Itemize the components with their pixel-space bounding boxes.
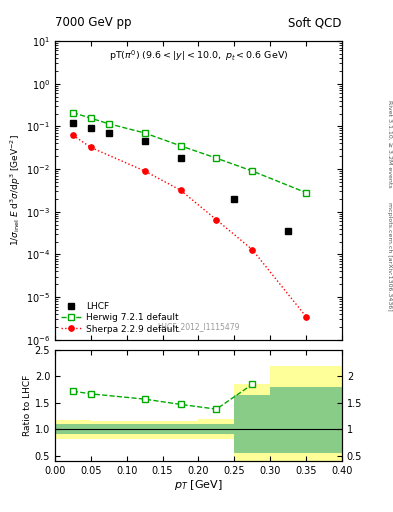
Text: 7000 GeV pp: 7000 GeV pp (55, 16, 132, 29)
Y-axis label: Ratio to LHCF: Ratio to LHCF (23, 375, 32, 436)
LHCF (232, 196, 237, 202)
Text: LHCF_2012_I1115479: LHCF_2012_I1115479 (157, 322, 240, 331)
Herwig 7.2.1 default (88, 115, 93, 121)
Line: LHCF: LHCF (70, 119, 292, 234)
Bar (198, 424, 234, 435)
Sherpa 2.2.9 default (250, 246, 255, 252)
Bar (91, 424, 198, 435)
Sherpa 2.2.9 default (142, 168, 147, 174)
Bar (270, 366, 342, 461)
LHCF (88, 125, 93, 132)
Legend: LHCF, Herwig 7.2.1 default, Sherpa 2.2.9 default: LHCF, Herwig 7.2.1 default, Sherpa 2.2.9… (59, 300, 180, 335)
X-axis label: $p_T$ [GeV]: $p_T$ [GeV] (174, 478, 223, 493)
Bar (91, 421, 198, 439)
LHCF (178, 155, 183, 161)
Text: $\mathrm{pT}(\pi^0)\ (9.6 < |y| < 10.0,\ \mathit{p}_t < 0.6\ \mathrm{GeV})$: $\mathrm{pT}(\pi^0)\ (9.6 < |y| < 10.0,\… (109, 49, 288, 63)
Herwig 7.2.1 default (304, 189, 309, 196)
Bar (55, 424, 91, 435)
Line: Sherpa 2.2.9 default: Sherpa 2.2.9 default (70, 133, 309, 319)
Herwig 7.2.1 default (250, 168, 255, 174)
Herwig 7.2.1 default (107, 121, 111, 127)
LHCF (142, 138, 147, 144)
Bar (198, 419, 234, 439)
Bar (234, 395, 270, 453)
Bar (270, 387, 342, 453)
LHCF (286, 228, 290, 234)
Text: Soft QCD: Soft QCD (288, 16, 342, 29)
Line: Herwig 7.2.1 default: Herwig 7.2.1 default (70, 110, 309, 196)
Sherpa 2.2.9 default (71, 132, 75, 138)
Herwig 7.2.1 default (71, 110, 75, 116)
LHCF (107, 130, 111, 136)
Bar (234, 385, 270, 461)
Sherpa 2.2.9 default (178, 187, 183, 193)
Herwig 7.2.1 default (178, 143, 183, 149)
Sherpa 2.2.9 default (304, 313, 309, 319)
Sherpa 2.2.9 default (214, 217, 219, 223)
Text: mcplots.cern.ch [arXiv:1306.3436]: mcplots.cern.ch [arXiv:1306.3436] (387, 202, 392, 310)
Text: Rivet 3.1.10, ≥ 3.2M events: Rivet 3.1.10, ≥ 3.2M events (387, 99, 392, 187)
Bar (55, 420, 91, 439)
LHCF (71, 120, 75, 126)
Y-axis label: $1/\sigma_{\mathrm{inel}}\ E\ \mathrm{d}^3\sigma/\mathrm{d}p^3\ [\mathrm{GeV}^{-: $1/\sigma_{\mathrm{inel}}\ E\ \mathrm{d}… (9, 135, 23, 246)
Sherpa 2.2.9 default (88, 144, 93, 151)
Herwig 7.2.1 default (142, 130, 147, 136)
Herwig 7.2.1 default (214, 155, 219, 161)
